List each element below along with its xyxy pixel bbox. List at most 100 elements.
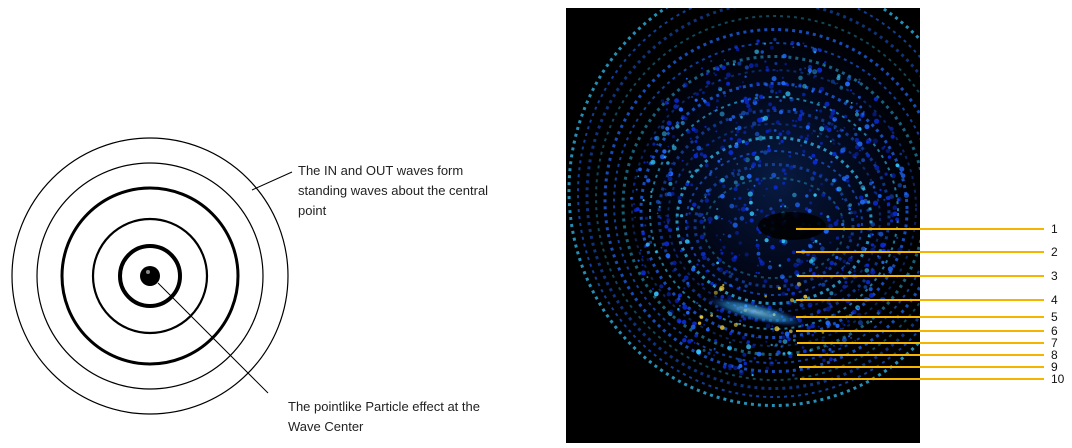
speckle — [665, 108, 669, 111]
speckle — [817, 325, 820, 328]
speckle — [900, 173, 906, 178]
speckle — [846, 179, 850, 183]
speckle — [860, 185, 866, 190]
speckle — [899, 152, 902, 156]
speckle — [871, 233, 874, 236]
speckle — [693, 128, 699, 134]
wave-ring — [11, 137, 289, 415]
speckle — [674, 298, 680, 304]
speckle — [811, 90, 814, 93]
speckle — [809, 201, 813, 205]
speckle — [781, 335, 786, 340]
speckle — [819, 212, 823, 216]
speckle — [810, 176, 815, 181]
speckle — [789, 329, 793, 334]
speckle — [872, 200, 879, 206]
speckle — [668, 309, 674, 315]
speckle — [821, 349, 827, 354]
speckle — [732, 222, 738, 228]
speckle — [667, 176, 673, 182]
speckle — [800, 260, 804, 264]
speckle — [801, 335, 804, 338]
speckle — [643, 245, 646, 248]
speckle — [833, 127, 836, 130]
speckle — [824, 65, 826, 67]
speckle — [635, 169, 638, 171]
speckle — [715, 99, 720, 103]
speckle — [772, 106, 776, 111]
speckle — [738, 370, 744, 376]
speckle — [634, 216, 636, 219]
speckle — [752, 121, 757, 126]
speckle — [815, 109, 818, 112]
speckle — [729, 221, 733, 224]
speckle — [754, 155, 760, 161]
speckle — [698, 295, 702, 299]
speckle — [677, 195, 682, 200]
speckle — [807, 208, 812, 213]
marker-label: 8 — [1051, 348, 1058, 362]
speckle — [889, 126, 894, 131]
speckle — [763, 194, 765, 197]
speckle — [681, 319, 687, 325]
speckle — [775, 120, 780, 125]
speckle — [779, 239, 782, 243]
speckle — [668, 181, 673, 186]
speckle — [829, 357, 833, 362]
speckle — [661, 131, 667, 137]
speckle — [742, 81, 744, 83]
speckle — [705, 72, 709, 75]
speckle — [679, 305, 681, 307]
speckle — [686, 225, 690, 229]
speckle — [857, 81, 860, 84]
speckle — [722, 365, 727, 369]
marker-label: 6 — [1051, 324, 1058, 338]
speckle — [717, 159, 721, 163]
speckle — [749, 197, 752, 201]
speckle — [666, 120, 672, 126]
speckle — [733, 197, 736, 200]
wave-ring — [60, 186, 240, 366]
speckle — [691, 267, 696, 272]
speckle — [739, 369, 743, 373]
speckle — [660, 125, 665, 129]
speckle — [693, 153, 699, 159]
speckle — [783, 278, 789, 283]
speckle — [887, 266, 893, 272]
speckle — [745, 221, 747, 224]
speckle — [680, 237, 685, 242]
fringe-arc — [631, 69, 917, 347]
speckle — [841, 337, 847, 343]
speckle — [732, 169, 736, 172]
speckle — [746, 340, 750, 344]
speckle — [751, 151, 756, 157]
speckle — [737, 208, 741, 211]
speckle — [796, 282, 802, 287]
speckle — [811, 333, 815, 337]
speckle — [690, 324, 696, 330]
speckle — [799, 135, 804, 139]
speckle — [879, 188, 882, 192]
speckle — [683, 275, 689, 281]
speckle — [843, 126, 846, 129]
speckle — [786, 300, 792, 306]
speckle — [699, 315, 704, 319]
speckle — [710, 314, 713, 317]
speckle — [811, 132, 813, 135]
speckle — [828, 348, 832, 351]
speckle — [659, 154, 665, 160]
speckle — [802, 42, 805, 45]
speckle — [753, 184, 756, 187]
speckle — [827, 322, 832, 327]
speckle — [836, 130, 839, 132]
speckle — [857, 289, 860, 291]
speckle — [718, 86, 721, 89]
speckle — [735, 47, 740, 52]
speckle — [637, 175, 639, 177]
speckle — [650, 190, 653, 193]
pointer-line-bottom — [157, 282, 269, 394]
speckle — [780, 331, 784, 335]
speckle — [877, 310, 879, 312]
speckle — [704, 198, 710, 203]
speckle — [836, 186, 842, 192]
